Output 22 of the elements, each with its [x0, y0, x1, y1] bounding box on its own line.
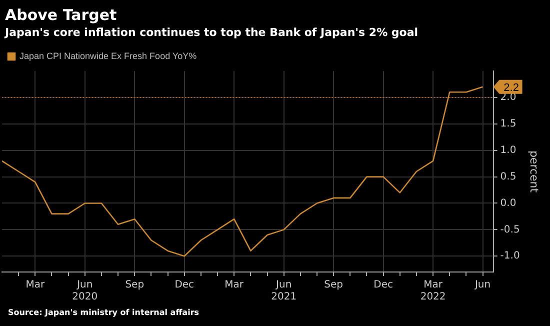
y-tick-label: 0.5: [500, 171, 516, 182]
y-tick-label: -0.5: [500, 224, 520, 236]
x-tick-label: Sep: [125, 280, 144, 291]
y-tick-label: 0.0: [500, 198, 516, 209]
source-note: Source: Japan's ministry of internal affairs: [8, 308, 200, 317]
x-tick-label: Sep: [324, 280, 344, 291]
chart-title: Above Target: [5, 6, 117, 24]
x-tick-label: Mar: [224, 280, 244, 291]
x-tick-label: Jun: [474, 280, 491, 291]
data-label: 2.2: [504, 82, 519, 94]
x-tick-label: Mar 2022: [420, 280, 446, 303]
x-tick-label: Dec: [174, 280, 194, 291]
chart-subtitle: Japan's core inflation continues to top the Bank of Japan's 2% goal: [5, 26, 418, 39]
x-tick-label: Jun 2021: [271, 280, 297, 303]
y-tick-label: 1.5: [500, 118, 516, 130]
y-axis-title: percent: [528, 150, 541, 194]
x-tick-label: Dec: [374, 280, 393, 291]
y-tick-label: -1.0: [500, 250, 520, 262]
x-tick-label: Mar: [26, 280, 46, 291]
legend-label: Japan CPI Nationwide Ex Fresh Food YoY%: [20, 50, 197, 61]
x-tick-label: Jun 2020: [72, 280, 98, 303]
y-tick-label: 1.0: [500, 144, 516, 156]
